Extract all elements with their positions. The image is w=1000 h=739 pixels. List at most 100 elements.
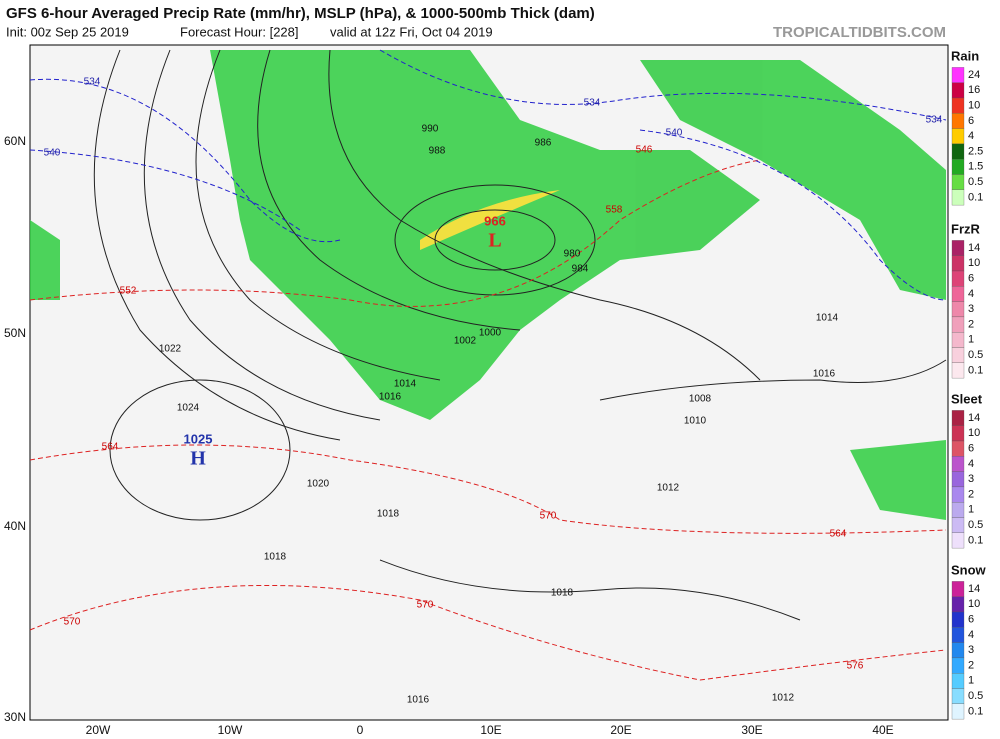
lon-label: 10E [480,723,501,737]
thickness-label: 546 [636,145,653,156]
legend-swatch [951,627,965,643]
legend-tick: 16 [968,84,980,96]
legend-swatch [951,347,965,363]
legend-tick: 0.5 [968,519,983,531]
legend-tick: 0.1 [968,364,983,376]
legend-tick: 6 [968,614,974,626]
center-symbol: L [488,230,501,252]
lat-label: 30N [4,710,26,724]
legend-swatch [951,189,965,206]
legend-tick: 2 [968,488,974,500]
site-name: TROPICALTIDBITS.COM [773,24,946,41]
legend-tick: 0.5 [968,690,983,702]
isobar-label: 1022 [159,344,182,355]
cold-thickness-label: 540 [666,128,683,139]
legend-swatch [951,410,965,426]
legend-tick: 6 [968,443,974,455]
legend-swatch [951,703,965,720]
precip [30,50,946,520]
legend-swatch [951,596,965,613]
isobar-label: 1016 [379,392,402,403]
legend-swatch [951,502,965,518]
isobar-label: 1018 [377,509,400,520]
legend-swatch [951,67,965,83]
legend-title: Snow [951,562,987,577]
legend-tick: 3 [968,303,974,315]
isobar-label: 986 [535,138,552,149]
isobar-label: 1014 [816,313,839,324]
legend-swatch [951,113,965,129]
thickness-label: 576 [847,661,864,672]
isobar-label: 1002 [454,336,477,347]
lat-label: 60N [4,134,26,148]
forecast-hour: Forecast Hour: [228] [180,24,299,39]
legend-swatch [951,642,965,659]
isobar-label: 1008 [689,394,712,405]
isobar-label: 1024 [177,403,200,414]
isobar-label: 1018 [264,552,287,563]
cold-thickness-label: 534 [926,115,943,126]
legend-tick: 0.1 [968,191,983,203]
thickness-label: 570 [417,600,434,611]
isobar-label: 1014 [394,379,417,390]
legend-swatch [951,128,965,145]
legend-tick: 24 [968,69,980,81]
isobars [93,49,947,621]
center-symbol: H [190,448,206,470]
legend-swatch [951,486,965,503]
legend-swatch [951,255,965,272]
legend-tick: 0.1 [968,534,983,546]
legend-title: Sleet [951,391,983,406]
legend-swatch [951,143,965,160]
cold-thickness-label: 534 [584,98,601,109]
legend-tick: 2 [968,659,974,671]
legend-tick: 10 [968,427,980,439]
isobar-label: 1018 [551,588,574,599]
lon-label: 20E [610,723,631,737]
legend-swatch [951,174,965,190]
lon-label: 30E [741,723,762,737]
thickness-label: 570 [540,511,557,522]
legend-swatch [951,159,965,175]
legend-tick: 1 [968,675,974,687]
legend-swatch [951,425,965,442]
legend-tick: 10 [968,100,980,112]
valid-time: valid at 12z Fri, Oct 04 2019 [330,24,493,39]
cold-thickness-lines [29,49,947,301]
title: GFS 6-hour Averaged Precip Rate (mm/hr),… [6,5,595,22]
legend-swatch [951,657,965,674]
legend-swatch [951,456,965,472]
init-time: Init: 00z Sep 25 2019 [6,24,129,39]
legend-swatch [951,471,965,488]
center-value: 1025 [184,431,213,446]
isobar-label: 990 [422,124,439,135]
thickness-label: 564 [102,442,119,453]
legend: Rain241610642.51.50.50.1FrzR1410643210.5… [951,48,987,720]
legend-tick: 4 [968,130,974,142]
lon-label: 20W [86,723,111,737]
legend-title: FrzR [951,221,981,236]
legend-tick: 3 [968,473,974,485]
isobar-label: 984 [572,264,589,275]
legend-tick: 10 [968,257,980,269]
isobar-label: 1000 [479,328,502,339]
map-labels: 1025 H 966 L 1022 1024 1020 1018 1018 1014 1016 100… [44,77,943,706]
legend-swatch [951,301,965,318]
legend-tick: 0.5 [968,176,983,188]
legend-swatch [951,611,965,628]
legend-title: Rain [951,48,979,63]
legend-swatch [951,270,965,287]
cold-thickness-label: 540 [44,148,61,159]
isobar-label: 1012 [772,693,795,704]
legend-swatch [951,517,965,533]
legend-tick: 6 [968,273,974,285]
legend-swatch [951,97,965,114]
legend-swatch [951,440,965,457]
legend-tick: 0.5 [968,349,983,361]
legend-tick: 0.1 [968,705,983,717]
isobar-label: 988 [429,146,446,157]
isobar-label: 1016 [813,369,836,380]
legend-tick: 14 [968,242,980,254]
legend-tick: 14 [968,412,980,424]
